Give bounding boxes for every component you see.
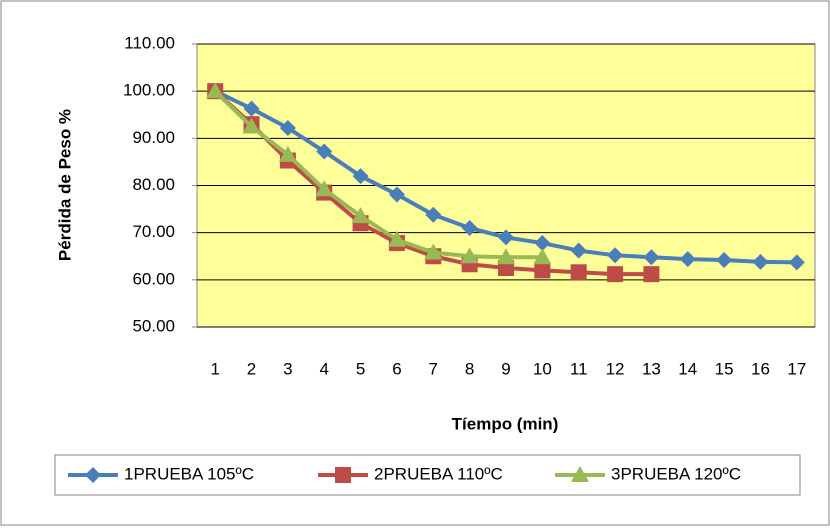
y-tick-label: 50.00 [132, 316, 175, 335]
marker [316, 143, 333, 160]
marker [570, 264, 587, 281]
marker [206, 82, 225, 99]
x-tick-label: 5 [356, 359, 365, 378]
y-tick-label: 70.00 [132, 222, 175, 241]
marker [643, 266, 660, 283]
y-tick-label: 60.00 [132, 269, 175, 288]
x-tick-label: 14 [678, 359, 697, 378]
x-tick-label: 1 [210, 359, 219, 378]
marker [716, 252, 733, 269]
legend-label: 2PRUEBA 110ºC [374, 464, 503, 483]
legend-marker [335, 467, 351, 483]
marker [351, 207, 370, 224]
marker [534, 262, 551, 279]
marker [497, 248, 515, 265]
series-line [213, 89, 543, 260]
x-tick-label: 8 [465, 359, 474, 378]
x-tick-label: 10 [533, 359, 552, 378]
y-tick-label: 110.00 [124, 33, 175, 52]
marker [461, 219, 478, 236]
x-tick-label: 7 [429, 359, 438, 378]
x-tick-label: 11 [570, 359, 588, 378]
marker [460, 247, 479, 264]
marker [388, 186, 405, 203]
x-tick-label: 12 [606, 359, 625, 378]
marker [352, 168, 369, 185]
x-axis-title: Tíempo (min) [452, 414, 559, 433]
legend-label: 1PRUEBA 105ºC [124, 464, 254, 483]
marker [425, 206, 442, 223]
x-tick-label: 2 [247, 359, 256, 378]
marker [279, 119, 296, 136]
marker [679, 251, 696, 268]
x-tick-label: 4 [320, 359, 329, 378]
marker [643, 249, 660, 266]
marker [752, 253, 769, 270]
y-tick-label: 90.00 [132, 128, 175, 147]
marker [607, 266, 624, 283]
x-tick-label: 9 [501, 359, 510, 378]
x-tick-label: 15 [715, 359, 734, 378]
x-tick-label: 3 [283, 359, 292, 378]
x-tick-label: 16 [751, 359, 770, 378]
marker [788, 254, 805, 271]
marker [315, 180, 334, 197]
x-tick-label: 13 [642, 359, 661, 378]
marker [534, 235, 551, 252]
y-tick-label: 80.00 [132, 175, 175, 194]
legend-box [54, 454, 801, 496]
marker [533, 248, 552, 265]
x-tick-label: 6 [392, 359, 401, 378]
legend-marker [571, 466, 589, 482]
marker [424, 243, 443, 260]
y-axis-title: Pérdida de Peso % [55, 109, 74, 261]
marker [278, 145, 297, 162]
y-tick-label: 100.00 [123, 81, 175, 100]
marker [243, 100, 260, 117]
x-tick-label: 17 [787, 359, 806, 378]
marker [498, 229, 514, 246]
marker [242, 117, 261, 134]
legend-label: 3PRUEBA 120ºC [611, 464, 741, 483]
marker [607, 247, 624, 264]
legend-marker [85, 467, 101, 483]
marker [570, 242, 587, 259]
marker [387, 230, 406, 247]
